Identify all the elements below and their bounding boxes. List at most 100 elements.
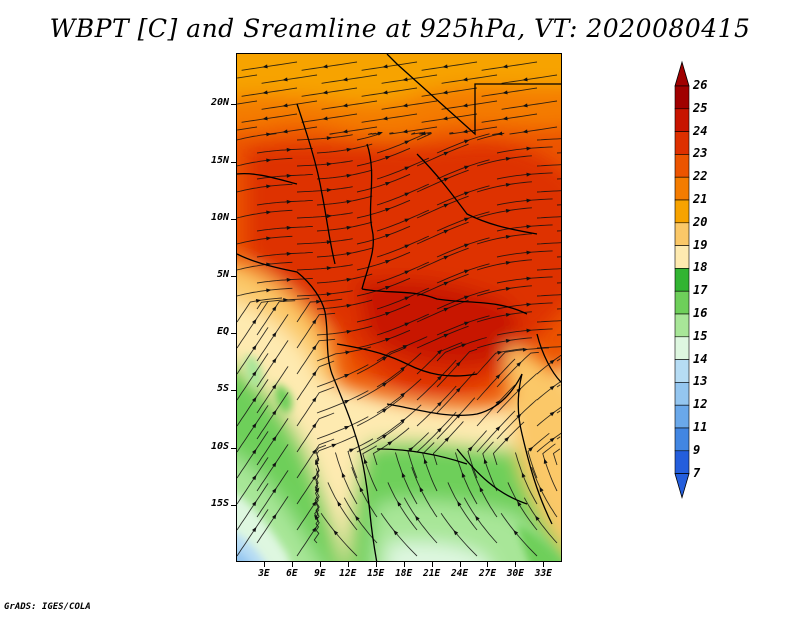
streamline [416,247,469,271]
streamline [296,386,335,427]
streamline [256,470,289,518]
streamline-arrow [464,165,470,170]
streamline-arrow [326,266,332,271]
streamline [237,353,269,401]
streamline [436,185,490,206]
colorbar-swatch [674,245,690,269]
streamline [514,452,538,505]
streamline [237,301,269,349]
streamline-arrow [331,443,337,448]
colorbar-swatch [674,199,690,224]
streamline [237,157,293,167]
streamline-arrow [505,208,512,213]
streamline [237,100,258,105]
streamline [496,276,553,284]
streamline [403,497,438,544]
streamline-arrow [404,166,410,171]
streamline [241,113,298,123]
streamline-arrow [272,305,277,312]
border-north [386,54,561,136]
border-great-lakes [517,373,553,525]
streamline-arrow [526,198,532,203]
streamline-arrow [286,199,292,204]
streamline [496,347,549,362]
streamline-arrow [479,486,484,493]
streamline-arrow [401,472,406,478]
field-south-15 [387,542,488,561]
y-tick [231,276,236,278]
y-tick-label: 5N [216,269,229,281]
streamline-arrow [462,129,468,134]
streamline-arrow [344,374,350,378]
streamline [416,299,469,323]
streamline [389,126,438,135]
border-uganda [536,333,561,383]
colorbar-swatch [674,359,690,383]
streamline-arrow [283,298,289,303]
streamline-arrow [522,347,528,352]
streamline-arrow [464,269,470,274]
colorbar-swatch [674,336,690,360]
streamline [476,410,516,453]
streamline [536,406,561,427]
x-tick [431,562,433,567]
streamline [256,199,313,206]
colorbar-swatch [674,382,690,406]
streamline-arrow [346,225,352,230]
streamline-arrow [513,530,519,536]
streamline [296,186,353,193]
streamline [381,74,438,84]
streamline-arrow [337,501,342,507]
y-tick-label: 15S [210,497,229,509]
streamline [507,482,538,531]
streamline-arrow [326,162,332,167]
streamline-arrow [437,401,442,407]
streamline-arrow [252,474,257,481]
streamline [316,143,373,154]
streamline-arrow [443,307,449,312]
streamline-arrow [443,281,449,286]
streamline-arrow [539,486,544,493]
streamline [376,336,428,362]
streamline [329,126,378,135]
streamline [380,512,418,557]
streamline [376,352,422,388]
streamline [296,438,335,479]
streamline-arrow [355,515,360,521]
streamline [313,496,320,544]
streamline-arrow [326,214,332,219]
streamline [361,113,418,123]
streamline [556,410,561,414]
streamline [301,61,358,71]
streamline [237,457,269,505]
streamline-arrow [455,361,461,367]
colorbar-swatch [674,131,690,155]
streamline [536,164,561,167]
streamline [496,146,553,154]
streamline [296,290,353,297]
colorbar-label: 21 [693,192,708,206]
y-tick-label: 15N [210,154,229,166]
streamline-arrow [272,487,277,494]
streamline [261,74,318,84]
streamline-arrow [502,90,508,95]
streamline [416,221,469,245]
y-tick-label: 10N [210,211,229,223]
field-north-21 [237,54,561,104]
streamline-arrow [385,207,391,212]
colorbar-swatch [674,313,690,338]
x-tick-label: 27E [478,568,497,579]
streamline-arrow [464,295,470,300]
streamline-arrow [385,259,391,264]
streamline [376,261,430,284]
streamline-arrow [252,422,257,429]
streamline [394,452,418,505]
colorbar [674,60,690,500]
streamline [496,373,538,414]
streamline [441,100,498,110]
streamline [296,238,353,245]
streamline [237,509,269,557]
colorbar-swatch [674,290,690,315]
streamline [536,216,561,219]
streamline [463,497,498,544]
